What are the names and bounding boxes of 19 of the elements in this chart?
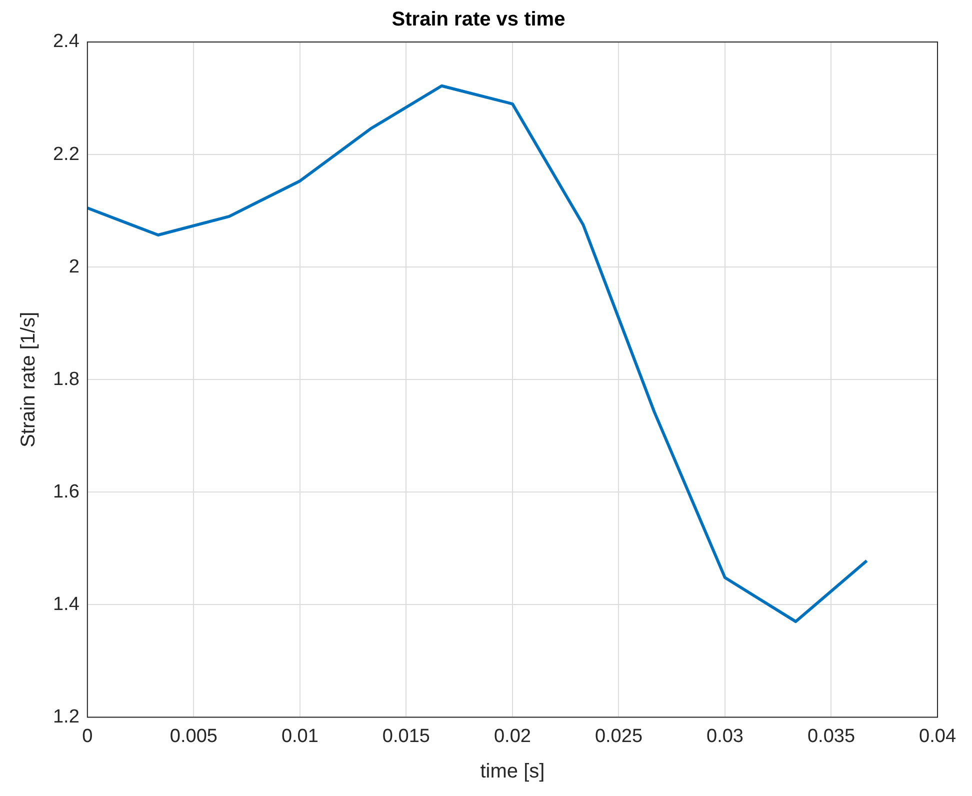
y-tick-label: 1.8 bbox=[52, 368, 80, 390]
x-tick-label: 0.025 bbox=[594, 726, 642, 747]
y-tick-label: 2.4 bbox=[52, 31, 80, 52]
y-tick-label: 1.4 bbox=[52, 594, 80, 615]
y-axis-title: Strain rate [1/s] bbox=[18, 312, 40, 448]
x-tick-label: 0.005 bbox=[170, 726, 218, 747]
x-tick-label: 0.015 bbox=[382, 726, 430, 747]
x-tick-label: 0.02 bbox=[494, 726, 531, 747]
y-tick-label: 2.2 bbox=[52, 144, 80, 165]
y-tick-label: 2 bbox=[68, 256, 80, 278]
x-axis-title: time [s] bbox=[480, 760, 545, 783]
y-tick-label: 1.2 bbox=[52, 706, 80, 728]
x-tick-label: 0.035 bbox=[807, 726, 856, 747]
chart-title: Strain rate vs time bbox=[392, 8, 566, 31]
x-tick-label: 0 bbox=[82, 726, 93, 747]
x-tick-label: 0.03 bbox=[706, 726, 744, 747]
y-tick-label: 1.6 bbox=[52, 481, 80, 502]
x-tick-label: 0.04 bbox=[919, 726, 956, 747]
x-tick-label: 0.01 bbox=[281, 726, 318, 747]
